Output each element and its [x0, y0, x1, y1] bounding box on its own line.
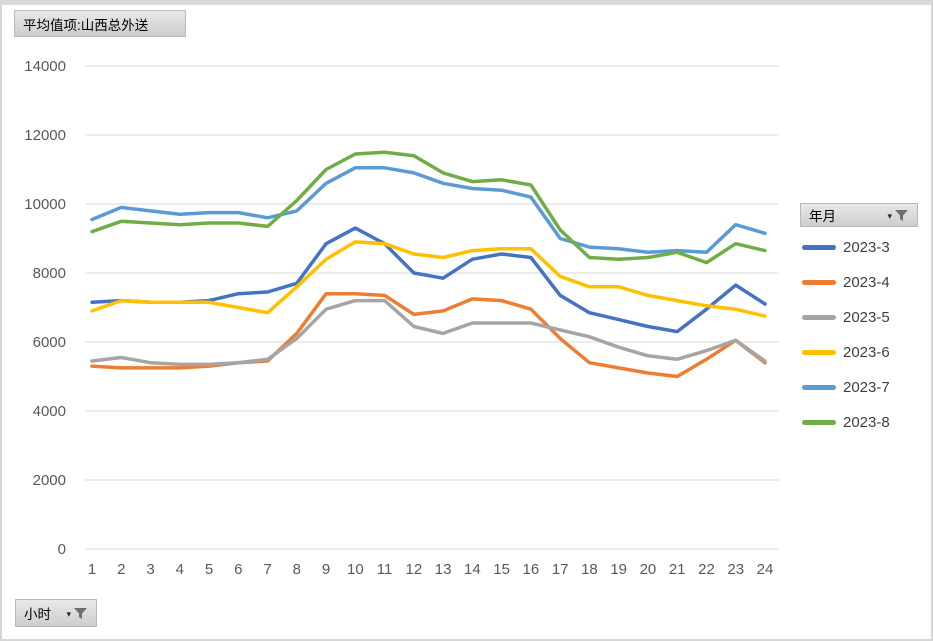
y-tick-label: 6000	[33, 334, 66, 351]
x-tick-label: 22	[698, 561, 715, 578]
y-tick-label: 10000	[24, 196, 66, 213]
legend-swatch	[802, 245, 836, 250]
series-line-2023-6	[90, 240, 767, 318]
x-tick-label: 16	[523, 561, 540, 578]
x-tick-label: 17	[552, 561, 569, 578]
series-line-2023-7	[90, 166, 767, 255]
legend-swatch	[802, 280, 836, 285]
y-tick-label: 8000	[33, 265, 66, 282]
x-tick-label: 9	[322, 561, 330, 578]
x-tick-label: 7	[263, 561, 271, 578]
x-tick-label: 12	[406, 561, 423, 578]
chevron-down-icon: ▾	[887, 210, 892, 221]
x-tick-label: 4	[176, 561, 184, 578]
legend-item-2023-4: 2023-4	[802, 265, 890, 300]
x-tick-label: 23	[727, 561, 744, 578]
x-tick-label: 20	[640, 561, 657, 578]
x-tick-label: 5	[205, 561, 213, 578]
y-tick-label: 12000	[24, 127, 66, 144]
legend-item-2023-5: 2023-5	[802, 300, 890, 335]
values-field-button[interactable]: 平均值项:山西总外送	[14, 10, 186, 37]
y-tick-label: 14000	[24, 58, 66, 75]
x-tick-label: 18	[581, 561, 598, 578]
legend-swatch	[802, 350, 836, 355]
legend-swatch	[802, 420, 836, 425]
x-tick-label: 3	[146, 561, 154, 578]
legend-item-2023-6: 2023-6	[802, 335, 890, 370]
legend: 2023-3 2023-4 2023-5 2023-6 2023-7 2023-8	[802, 230, 890, 440]
filter-funnel-icon	[74, 607, 87, 619]
series-line-2023-4	[90, 291, 767, 379]
x-tick-label: 14	[464, 561, 481, 578]
axis-field-label: 小时	[24, 607, 51, 622]
filter-funnel-icon	[895, 209, 908, 221]
x-tick-label: 6	[234, 561, 242, 578]
x-tick-label: 24	[757, 561, 774, 578]
legend-item-label: 2023-3	[843, 239, 890, 256]
series-line-2023-3	[90, 226, 767, 334]
legend-field-button[interactable]: 年月 ▾	[800, 203, 918, 227]
y-tick-label: 2000	[33, 472, 66, 489]
legend-item-2023-7: 2023-7	[802, 370, 890, 405]
legend-field-label: 年月	[809, 209, 836, 224]
legend-item-2023-8: 2023-8	[802, 405, 890, 440]
x-tick-label: 10	[347, 561, 364, 578]
legend-item-label: 2023-8	[843, 414, 890, 431]
axis-field-icons: ▾	[66, 607, 88, 620]
y-tick-label: 4000	[33, 403, 66, 420]
legend-field-icons: ▾	[887, 209, 909, 222]
x-tick-label: 19	[610, 561, 627, 578]
legend-item-2023-3: 2023-3	[802, 230, 890, 265]
chevron-down-icon: ▾	[66, 608, 71, 619]
legend-item-label: 2023-5	[843, 309, 890, 326]
legend-item-label: 2023-4	[843, 274, 890, 291]
series-line-2023-5	[90, 298, 767, 367]
x-tick-label: 11	[377, 561, 393, 578]
series-line-2023-8	[90, 150, 767, 265]
x-tick-label: 8	[293, 561, 301, 578]
axis-field-button[interactable]: 小时 ▾	[15, 599, 97, 627]
values-field-label: 平均值项:山西总外送	[23, 17, 149, 33]
x-tick-label: 21	[669, 561, 686, 578]
x-tick-label: 2	[117, 561, 125, 578]
x-tick-label: 15	[493, 561, 510, 578]
legend-item-label: 2023-7	[843, 379, 890, 396]
x-tick-label: 1	[88, 561, 96, 578]
y-tick-label: 0	[58, 541, 66, 558]
legend-swatch	[802, 385, 836, 390]
legend-item-label: 2023-6	[843, 344, 890, 361]
x-tick-label: 13	[435, 561, 452, 578]
legend-swatch	[802, 315, 836, 320]
